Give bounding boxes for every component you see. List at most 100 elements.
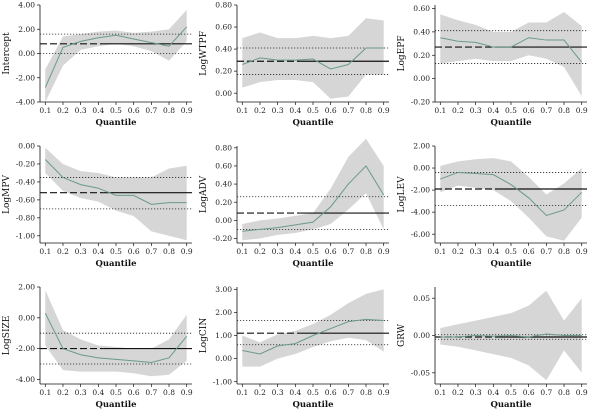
x-tick-label: 0.7 bbox=[145, 247, 157, 256]
x-axis-label: Quantile bbox=[95, 118, 137, 128]
x-tick-label: 0.2 bbox=[452, 388, 464, 397]
x-tick-label: 0.7 bbox=[342, 388, 354, 397]
y-tick-label: -4.00 bbox=[16, 375, 35, 384]
x-tick-label: 0.1 bbox=[434, 106, 446, 115]
y-tick-label: -2.00 bbox=[16, 73, 35, 82]
x-tick-label: 0.8 bbox=[558, 106, 570, 115]
chart-panel-logwtpf: 0.00 0.20 0.40 0.60 0.80 0.1 0.2 0.3 0.4 0.5 0.6 0.… bbox=[199, 1, 390, 128]
x-tick-label: 0.3 bbox=[75, 106, 87, 115]
x-tick-label: 0.2 bbox=[254, 388, 266, 397]
y-tick-label: 0.60 bbox=[413, 4, 430, 13]
y-axis-label: LogMPV bbox=[2, 175, 12, 214]
x-tick-label: 0.5 bbox=[307, 247, 319, 256]
x-tick-label: 0.5 bbox=[505, 388, 517, 397]
x-tick-label: 0.4 bbox=[289, 247, 301, 256]
x-tick-label: 0.5 bbox=[110, 247, 122, 256]
x-tick-label: 0.7 bbox=[540, 388, 552, 397]
x-tick-label: 0.9 bbox=[576, 388, 588, 397]
x-tick-label: 0.4 bbox=[92, 388, 104, 397]
chart-panel-grw: -0.05 0.00 0.05 0.1 0.2 0.3 0.4 0.5 0.6 0.7 0.8 0.9… bbox=[397, 287, 588, 410]
x-tick-label: 0.5 bbox=[307, 106, 319, 115]
y-tick-label: -1.00 bbox=[213, 377, 232, 386]
x-tick-label: 0.4 bbox=[487, 247, 499, 256]
y-tick-label: 0.00 bbox=[215, 354, 232, 363]
x-tick-label: 0.3 bbox=[75, 388, 87, 397]
x-tick-label: 0.3 bbox=[272, 247, 284, 256]
quantile-estimate-line bbox=[44, 159, 187, 205]
x-tick-label: 0.8 bbox=[163, 388, 175, 397]
x-tick-label: 0.4 bbox=[289, 106, 301, 115]
x-tick-label: 0.4 bbox=[487, 388, 499, 397]
x-tick-label: 0.1 bbox=[236, 106, 248, 115]
y-tick-label: 0.00 bbox=[413, 331, 430, 340]
x-tick-label: 0.8 bbox=[558, 247, 570, 256]
y-tick-label: 2.00 bbox=[18, 283, 35, 292]
x-tick-label: 0.1 bbox=[39, 388, 51, 397]
confidence-band bbox=[440, 12, 582, 97]
y-tick-label: -0.80 bbox=[16, 213, 35, 222]
x-axis-label: Quantile bbox=[292, 259, 334, 269]
y-tick-label: -0.40 bbox=[16, 178, 35, 187]
y-tick-label: -6.00 bbox=[411, 230, 430, 239]
x-axis-label: Quantile bbox=[490, 118, 532, 128]
confidence-band bbox=[45, 9, 187, 103]
x-tick-label: 0.1 bbox=[39, 106, 51, 115]
chart-panel-logmpv: -1.00 -0.80 -0.60 -0.40 -0.20 0.00 0.1 0.2 0.3 0.… bbox=[2, 142, 193, 269]
x-tick-label: 0.7 bbox=[342, 106, 354, 115]
x-tick-label: 0.7 bbox=[540, 247, 552, 256]
y-tick-label: 0.05 bbox=[413, 294, 430, 303]
y-axis-label: GRW bbox=[397, 323, 407, 347]
y-tick-label: 0.00 bbox=[215, 89, 232, 98]
x-tick-label: 0.2 bbox=[57, 247, 69, 256]
confidence-band bbox=[242, 18, 384, 99]
x-tick-label: 0.5 bbox=[110, 106, 122, 115]
y-tick-label: 2.00 bbox=[413, 142, 430, 151]
x-tick-label: 0.3 bbox=[272, 106, 284, 115]
y-tick-label: 0.00 bbox=[18, 142, 35, 151]
y-tick-label: -4.00 bbox=[16, 98, 35, 107]
x-axis-label: Quantile bbox=[292, 118, 334, 128]
y-axis-label: Intercept bbox=[2, 32, 12, 75]
x-tick-label: 0.9 bbox=[378, 106, 390, 115]
quantile-estimate-line bbox=[440, 171, 583, 217]
confidence-band bbox=[242, 289, 384, 367]
x-tick-label: 0.1 bbox=[236, 247, 248, 256]
y-tick-label: 0.40 bbox=[413, 27, 430, 36]
x-tick-label: 0.8 bbox=[558, 388, 570, 397]
y-tick-label: -0.20 bbox=[16, 160, 35, 169]
x-axis-label: Quantile bbox=[490, 400, 532, 410]
x-tick-label: 0.2 bbox=[57, 106, 69, 115]
y-tick-label: 3.00 bbox=[215, 285, 232, 294]
y-tick-label: -4.00 bbox=[411, 208, 430, 217]
y-tick-label: -0.05 bbox=[411, 368, 430, 377]
quantile-estimate-line bbox=[242, 318, 384, 355]
confidence-band bbox=[440, 158, 582, 241]
quantile-estimate-line bbox=[440, 37, 583, 63]
quantile-estimate-line bbox=[440, 333, 582, 338]
y-tick-label: 0.40 bbox=[215, 45, 232, 54]
chart-panel-logsize: -4.00 -2.00 0.00 2.00 0.1 0.2 0.3 0.4 0.5 0.6 0.7 0… bbox=[2, 283, 193, 410]
x-tick-label: 0.3 bbox=[272, 388, 284, 397]
y-tick-label: -0.20 bbox=[213, 234, 232, 243]
y-tick-label: 1.00 bbox=[215, 331, 232, 340]
x-tick-label: 0.6 bbox=[325, 388, 337, 397]
x-tick-label: 0.8 bbox=[360, 247, 372, 256]
x-axis-label: Quantile bbox=[95, 400, 137, 410]
x-tick-label: 0.5 bbox=[307, 388, 319, 397]
chart-panel-logadv: -0.20 0.00 0.20 0.40 0.60 0.80 0.1 0.2 0.3 0.4 0.5… bbox=[199, 138, 390, 269]
x-tick-label: 0.8 bbox=[360, 106, 372, 115]
x-tick-label: 0.9 bbox=[576, 106, 588, 115]
x-tick-label: 0.7 bbox=[145, 106, 157, 115]
y-tick-label: -1.00 bbox=[16, 231, 35, 240]
x-tick-label: 0.5 bbox=[505, 247, 517, 256]
chart-panel-logepf: -0.20 0.00 0.20 0.40 0.60 0.1 0.2 0.3 0.4 0.5 0.6 0… bbox=[397, 4, 588, 128]
x-tick-label: 0.7 bbox=[342, 247, 354, 256]
x-tick-label: 0.1 bbox=[39, 247, 51, 256]
x-tick-label: 0.4 bbox=[92, 247, 104, 256]
y-tick-label: 2.00 bbox=[215, 308, 232, 317]
chart-panel-logcin: -1.00 0.00 1.00 2.00 3.00 0.1 0.2 0.3 0.4 0.5 0.6 0… bbox=[199, 285, 390, 410]
x-tick-label: 0.9 bbox=[181, 247, 193, 256]
y-tick-label: 0.00 bbox=[413, 74, 430, 83]
y-tick-label: 4.00 bbox=[18, 1, 35, 10]
x-tick-label: 0.6 bbox=[523, 388, 535, 397]
